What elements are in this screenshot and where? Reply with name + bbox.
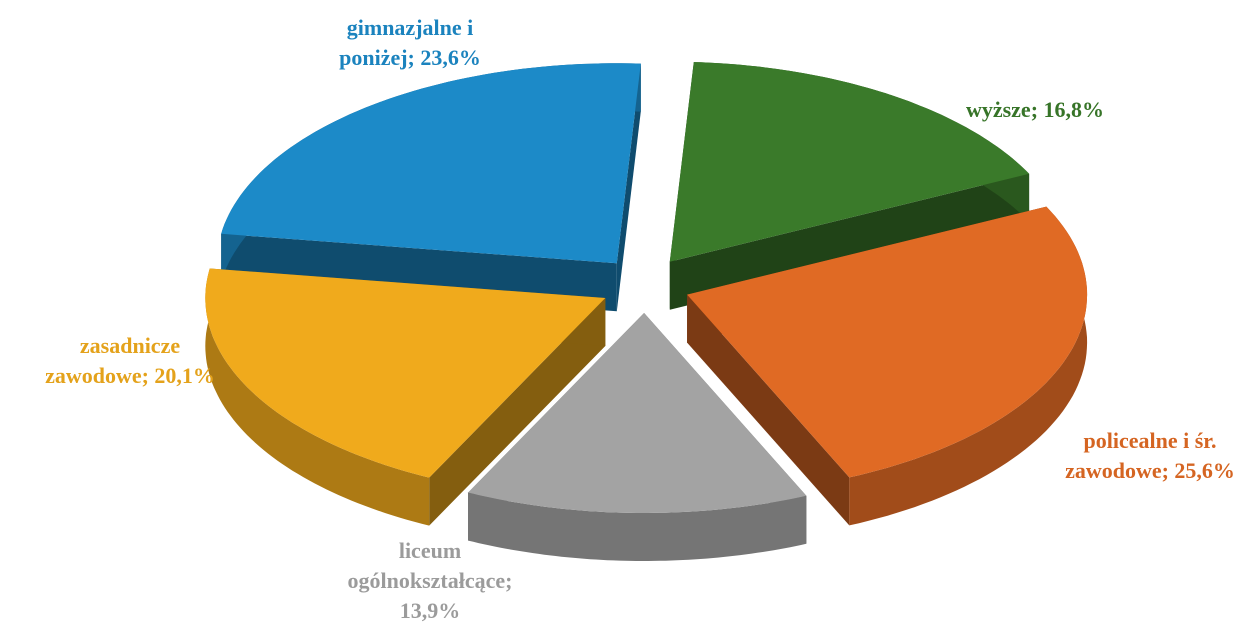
slice-wall: [468, 492, 807, 561]
data-label-line: liceum: [399, 538, 461, 563]
data-label-line: zawodowe; 25,6%: [1065, 458, 1235, 483]
slice: [687, 206, 1088, 526]
data-label: zasadnicze zawodowe; 20,1%: [45, 333, 215, 388]
data-label-line: poniżej; 23,6%: [339, 45, 481, 70]
slice-side: [616, 63, 641, 312]
slice: [669, 62, 1030, 310]
slice-side: [687, 294, 850, 526]
data-label: policealne i śr. zawodowe; 25,6%: [1065, 428, 1235, 483]
data-label-line: wyższe; 16,8%: [966, 97, 1104, 122]
slice-wall: [849, 206, 1088, 526]
slice: [205, 268, 606, 526]
data-label-line: policealne i śr.: [1083, 428, 1216, 453]
data-label-line: 13,9%: [400, 598, 461, 623]
slice-wall: [205, 268, 430, 526]
data-label: wyższe; 16,8%: [966, 97, 1104, 122]
slice: [468, 313, 807, 561]
data-label-line: zawodowe; 20,1%: [45, 363, 215, 388]
slice-side: [669, 173, 1030, 310]
data-label: liceum ogólnokształcące; 13,9%: [348, 538, 513, 623]
slice-side: [429, 298, 606, 526]
data-label: gimnazjalne i poniżej; 23,6%: [339, 15, 481, 70]
slice-top: [468, 313, 807, 513]
data-label-line: gimnazjalne i: [347, 15, 474, 40]
slice-top: [669, 62, 1030, 262]
slice-top: [687, 206, 1088, 478]
slice-top: [205, 268, 606, 478]
data-label-line: zasadnicze: [80, 333, 180, 358]
data-label-line: ogólnokształcące;: [348, 568, 513, 593]
slice-top: [221, 63, 641, 264]
